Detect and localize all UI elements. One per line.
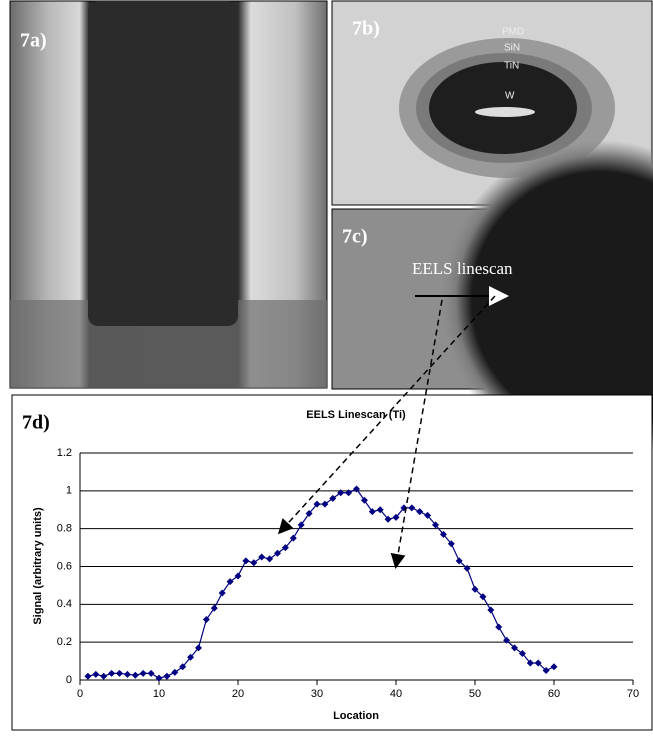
x-tick-label: 40 — [390, 688, 402, 700]
x-tick-label: 30 — [311, 688, 323, 700]
y-tick-label: 1.2 — [57, 447, 72, 459]
y-tick-label: 0 — [66, 674, 72, 686]
y-tick-label: 1 — [66, 485, 72, 497]
page: 7a) 7b) PMD SiN TiN W 7c) EELS linescan … — [0, 0, 653, 731]
x-tick-label: 50 — [469, 688, 481, 700]
x-tick-label: 70 — [627, 688, 639, 700]
annotation: PMD — [502, 27, 524, 38]
panel-label: 7d) — [22, 412, 50, 434]
y-tick-label: 0.8 — [57, 523, 72, 535]
x-tick-label: 60 — [548, 688, 560, 700]
panel-label: 7c) — [342, 226, 368, 248]
annotation: TiN — [504, 61, 519, 72]
panel-7a: 7a) — [10, 1, 327, 388]
annotation: EELS linescan — [412, 259, 513, 278]
y-tick-label: 0.2 — [57, 636, 72, 648]
x-axis-label: Location — [333, 710, 379, 722]
x-tick-label: 0 — [77, 688, 83, 700]
x-tick-label: 20 — [232, 688, 244, 700]
y-tick-label: 0.4 — [57, 598, 72, 610]
x-tick-label: 10 — [153, 688, 165, 700]
y-axis-label: Signal (arbitrary units) — [32, 507, 44, 625]
annotation: W — [505, 91, 515, 102]
y-tick-label: 0.6 — [57, 560, 72, 572]
annotation: SiN — [504, 43, 520, 54]
panel-label: 7b) — [352, 18, 380, 40]
panel-label: 7a) — [20, 30, 47, 52]
